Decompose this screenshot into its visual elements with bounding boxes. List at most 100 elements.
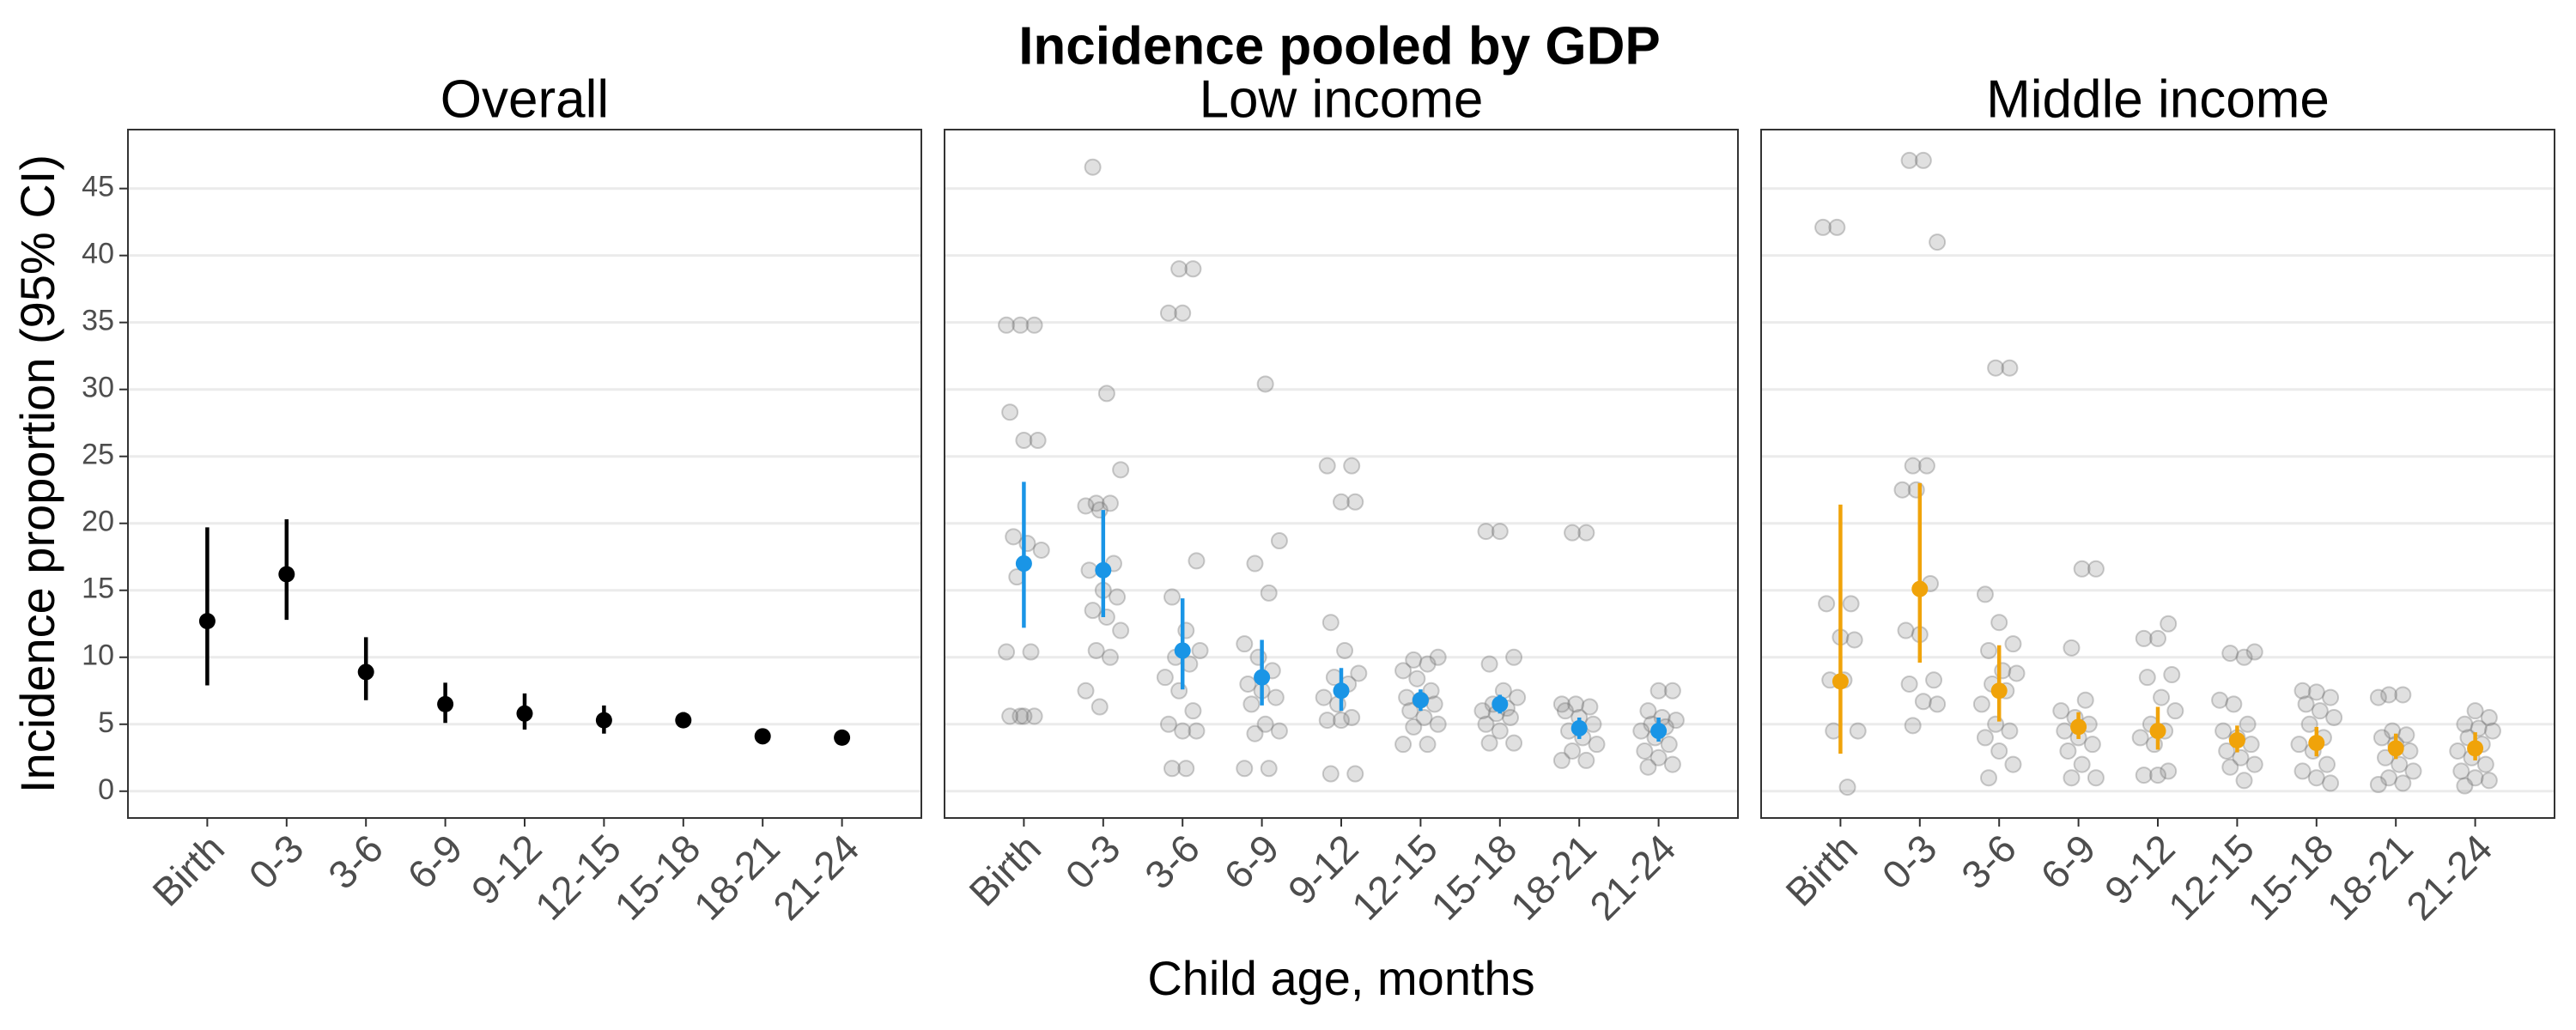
study-point <box>2218 742 2236 760</box>
study-point <box>1336 641 1354 659</box>
study-point <box>1184 260 1202 278</box>
x-tick-label: 0-3 <box>1057 826 1129 898</box>
study-point <box>1394 736 1413 754</box>
study-point <box>2456 715 2474 733</box>
study-point <box>1015 707 1033 725</box>
estimate-point <box>1990 682 2008 700</box>
study-point <box>1925 671 1943 689</box>
study-point <box>1077 682 1095 700</box>
study-point <box>2480 708 2498 726</box>
y-tick-label: 5 <box>98 706 114 739</box>
study-point <box>2059 742 2077 760</box>
study-point <box>2397 726 2415 744</box>
study-point <box>1900 675 1918 693</box>
study-point <box>1425 695 1443 713</box>
study-point <box>1097 385 1115 403</box>
study-point <box>2311 702 2329 720</box>
study-point <box>2322 774 2340 792</box>
panel-title: Low income <box>1200 70 1484 129</box>
study-point <box>1904 457 1922 475</box>
study-point <box>2235 648 2253 666</box>
study-point <box>1401 702 1419 720</box>
panel-border <box>127 129 922 819</box>
study-point <box>1914 151 1932 169</box>
estimate-point <box>1571 719 1588 736</box>
study-point <box>1914 693 1932 711</box>
study-point <box>2221 645 2239 663</box>
y-tick-label: 40 <box>82 238 114 270</box>
study-point <box>2300 715 2318 733</box>
study-point <box>2232 748 2250 766</box>
study-point <box>1260 760 1278 778</box>
study-point <box>2297 695 2315 713</box>
panel-border <box>944 129 1739 819</box>
study-point <box>2239 715 2257 733</box>
x-tick-label: 12-15 <box>2160 826 2263 929</box>
study-point <box>1236 760 1254 778</box>
study-point <box>2401 742 2419 760</box>
study-point <box>1429 715 1447 733</box>
study-point <box>1350 664 1368 682</box>
estimate-point <box>1911 580 1929 597</box>
study-point <box>2135 766 2153 785</box>
estimate-point <box>198 613 216 630</box>
study-point <box>2063 769 2081 787</box>
study-point <box>1588 736 1606 754</box>
study-point <box>1084 602 1102 620</box>
estimate-point <box>834 729 851 746</box>
study-point <box>1267 688 1285 706</box>
study-point <box>1976 729 1994 747</box>
study-point <box>1156 669 1174 687</box>
study-point <box>2149 766 2166 785</box>
study-point <box>1343 457 1361 475</box>
estimate-point <box>1650 723 1668 740</box>
study-point <box>2225 695 2243 713</box>
y-axis-label: Incidence proportion (95% CI) <box>10 154 64 793</box>
study-point <box>1929 233 1947 251</box>
study-point <box>2163 666 2181 684</box>
x-tick-label: 3-6 <box>1136 826 1208 898</box>
study-point <box>1025 316 1043 334</box>
study-point <box>1663 755 1681 773</box>
estimate-point <box>1412 692 1429 709</box>
estimate-point <box>2070 718 2087 736</box>
study-point <box>2369 775 2387 793</box>
study-point <box>1419 736 1437 754</box>
study-point <box>1005 528 1023 546</box>
study-point <box>2073 755 2091 773</box>
study-point <box>1343 708 1361 726</box>
study-point <box>1174 304 1192 322</box>
study-point <box>1980 769 1998 787</box>
study-point <box>1649 748 1668 766</box>
estimate-point <box>595 712 612 729</box>
study-point <box>1188 552 1206 570</box>
study-point <box>2480 772 2498 790</box>
study-point <box>1177 760 1195 778</box>
study-point <box>1012 316 1030 334</box>
study-point <box>2456 777 2474 795</box>
study-point <box>1429 648 1447 666</box>
study-point <box>2293 762 2312 780</box>
study-point <box>1990 614 2008 632</box>
study-point <box>2004 635 2022 653</box>
study-point <box>1636 742 1654 760</box>
study-point <box>1663 682 1681 700</box>
study-point <box>2380 686 2398 704</box>
study-point <box>2307 683 2325 701</box>
study-point <box>2001 722 2019 740</box>
study-point <box>1260 584 1278 602</box>
study-point <box>1509 688 1527 706</box>
study-point <box>1087 494 1105 512</box>
study-point <box>2293 682 2312 700</box>
study-point <box>1552 695 1571 713</box>
x-tick-label: 18-21 <box>1502 826 1605 929</box>
x-tick-label: 0-3 <box>1874 826 1946 898</box>
study-point <box>2149 629 2166 647</box>
x-tick-label: 6-9 <box>2032 826 2104 898</box>
estimate-point <box>2308 735 2325 752</box>
study-point <box>998 643 1016 661</box>
study-point <box>2394 686 2412 704</box>
estimate-point <box>516 705 533 722</box>
study-point <box>1422 682 1440 700</box>
study-point <box>1976 585 1994 603</box>
